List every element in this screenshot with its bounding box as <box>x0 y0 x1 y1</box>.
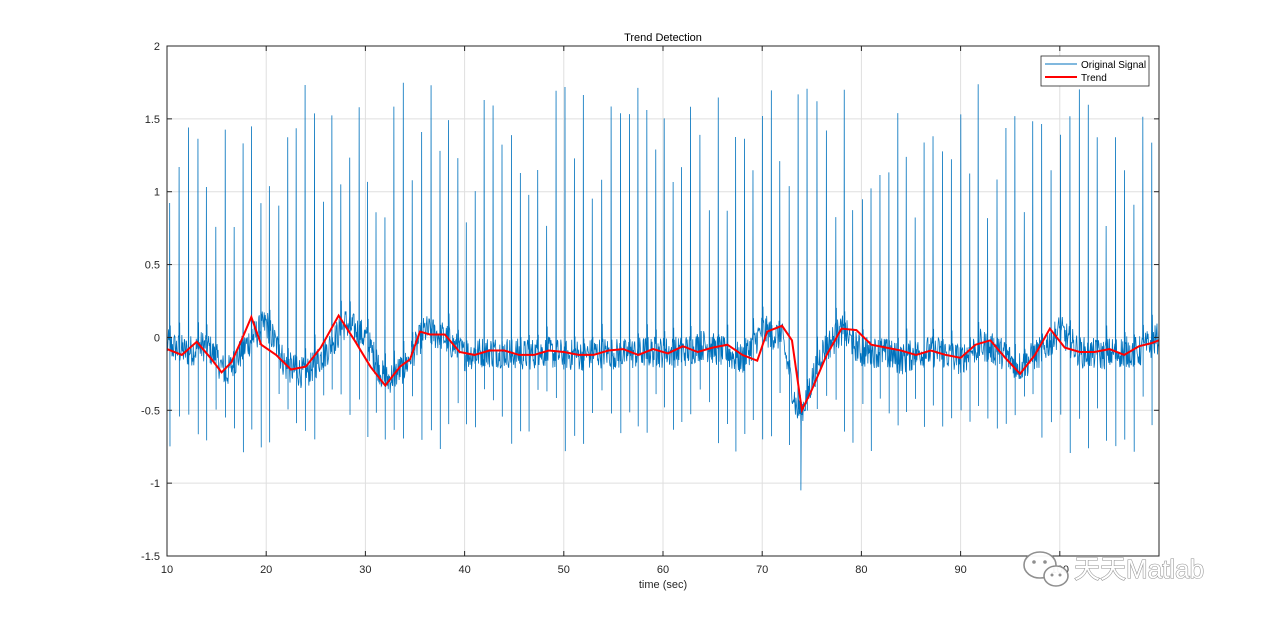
legend-label-trend: Trend <box>1081 73 1107 84</box>
x-tick-label: 20 <box>260 564 272 576</box>
legend: Original Signal Trend <box>1040 55 1150 87</box>
y-tick-label: 0 <box>154 332 160 344</box>
wechat-icon <box>1023 551 1069 587</box>
y-tick-label: -0.5 <box>141 405 160 417</box>
legend-box <box>1040 55 1150 87</box>
x-tick-labels: 102030405060708090100 <box>161 564 1069 576</box>
chart-title: Trend Detection <box>624 32 702 44</box>
signal-layer <box>166 82 1160 491</box>
x-tick-label: 40 <box>458 564 470 576</box>
x-tick-label: 30 <box>359 564 371 576</box>
x-tick-label: 80 <box>855 564 867 576</box>
plot-area <box>166 45 1160 557</box>
tick-marks <box>166 45 1159 557</box>
watermark-text: 天天Matlab <box>1074 554 1204 584</box>
y-tick-label: -1 <box>150 478 160 490</box>
legend-label-original-signal: Original Signal <box>1081 60 1146 71</box>
series-line-original-signal <box>166 82 1160 491</box>
y-tick-label: -1.5 <box>141 551 160 563</box>
x-tick-label: 50 <box>558 564 570 576</box>
y-tick-label: 1 <box>154 187 160 199</box>
x-tick-label: 70 <box>756 564 768 576</box>
x-tick-label: 90 <box>954 564 966 576</box>
y-tick-label: 1.5 <box>145 114 160 126</box>
watermark: 天天Matlab <box>1023 551 1205 587</box>
y-tick-label: 0.5 <box>145 260 160 272</box>
x-axis-label: time (sec) <box>639 579 687 591</box>
trend-layer <box>166 313 1160 414</box>
x-tick-label: 60 <box>657 564 669 576</box>
x-tick-label: 10 <box>161 564 173 576</box>
y-tick-label: 2 <box>154 41 160 53</box>
series-line-trend <box>166 313 1160 414</box>
y-tick-labels: -1.5 -1 -0.5 0 0.5 1 1.5 2 <box>141 41 160 563</box>
